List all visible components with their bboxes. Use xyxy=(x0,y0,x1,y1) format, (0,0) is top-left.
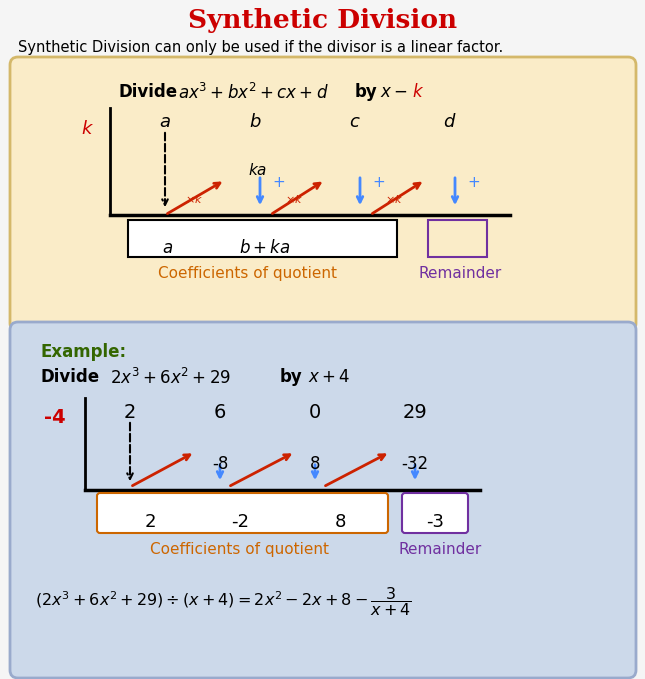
FancyBboxPatch shape xyxy=(10,322,636,678)
Text: 6: 6 xyxy=(213,403,226,422)
Text: $+$: $+$ xyxy=(467,175,480,190)
Text: 8: 8 xyxy=(334,513,346,531)
Text: $c$: $c$ xyxy=(349,113,361,131)
Text: 8: 8 xyxy=(310,455,321,473)
Text: $ka$: $ka$ xyxy=(248,162,267,178)
Text: $b$: $b$ xyxy=(249,113,261,131)
Text: $+$: $+$ xyxy=(272,175,285,190)
Text: $\times k$: $\times k$ xyxy=(385,193,403,205)
FancyBboxPatch shape xyxy=(402,493,468,533)
Text: $\times k$: $\times k$ xyxy=(285,193,303,205)
Text: -8: -8 xyxy=(212,455,228,473)
Text: Remainder: Remainder xyxy=(419,266,502,281)
Text: 0: 0 xyxy=(309,403,321,422)
FancyBboxPatch shape xyxy=(10,57,636,331)
Text: Divide: Divide xyxy=(40,368,99,386)
Text: $b+ka$: $b+ka$ xyxy=(239,239,291,257)
Text: Synthetic Division: Synthetic Division xyxy=(188,8,457,33)
Text: Divide: Divide xyxy=(118,83,177,101)
Text: $\times k$: $\times k$ xyxy=(185,193,203,205)
FancyBboxPatch shape xyxy=(128,220,397,257)
Text: by: by xyxy=(280,368,303,386)
Text: Coefficients of quotient: Coefficients of quotient xyxy=(150,542,330,557)
Text: -4: -4 xyxy=(45,408,66,427)
FancyBboxPatch shape xyxy=(97,493,388,533)
Text: -3: -3 xyxy=(426,513,444,531)
Text: -32: -32 xyxy=(401,455,428,473)
Text: $2x^3+6x^2+29$: $2x^3+6x^2+29$ xyxy=(110,368,231,388)
FancyBboxPatch shape xyxy=(428,220,487,257)
Text: 2: 2 xyxy=(144,513,155,531)
Text: $x+4$: $x+4$ xyxy=(308,368,350,386)
Text: Remainder: Remainder xyxy=(399,542,482,557)
Text: -2: -2 xyxy=(231,513,249,531)
Text: $k$: $k$ xyxy=(81,120,95,138)
Text: 29: 29 xyxy=(402,403,428,422)
Text: by: by xyxy=(355,83,378,101)
Text: Synthetic Division can only be used if the divisor is a linear factor.: Synthetic Division can only be used if t… xyxy=(18,40,503,55)
Text: Example:: Example: xyxy=(40,343,126,361)
Text: $d$: $d$ xyxy=(443,113,457,131)
Text: 2: 2 xyxy=(124,403,136,422)
Text: $a$: $a$ xyxy=(159,113,171,131)
Text: $a$: $a$ xyxy=(163,239,174,257)
Text: Coefficients of quotient: Coefficients of quotient xyxy=(159,266,337,281)
Text: $k$: $k$ xyxy=(412,83,424,101)
Text: $x-$: $x-$ xyxy=(380,83,408,101)
Text: $+$: $+$ xyxy=(372,175,385,190)
Text: $ax^3+bx^2+cx+d$: $ax^3+bx^2+cx+d$ xyxy=(178,83,329,103)
Text: $(2x^3+6x^2+29)\div(x+4)=2x^2-2x+8-\dfrac{3}{x+4}$: $(2x^3+6x^2+29)\div(x+4)=2x^2-2x+8-\dfra… xyxy=(35,585,412,618)
